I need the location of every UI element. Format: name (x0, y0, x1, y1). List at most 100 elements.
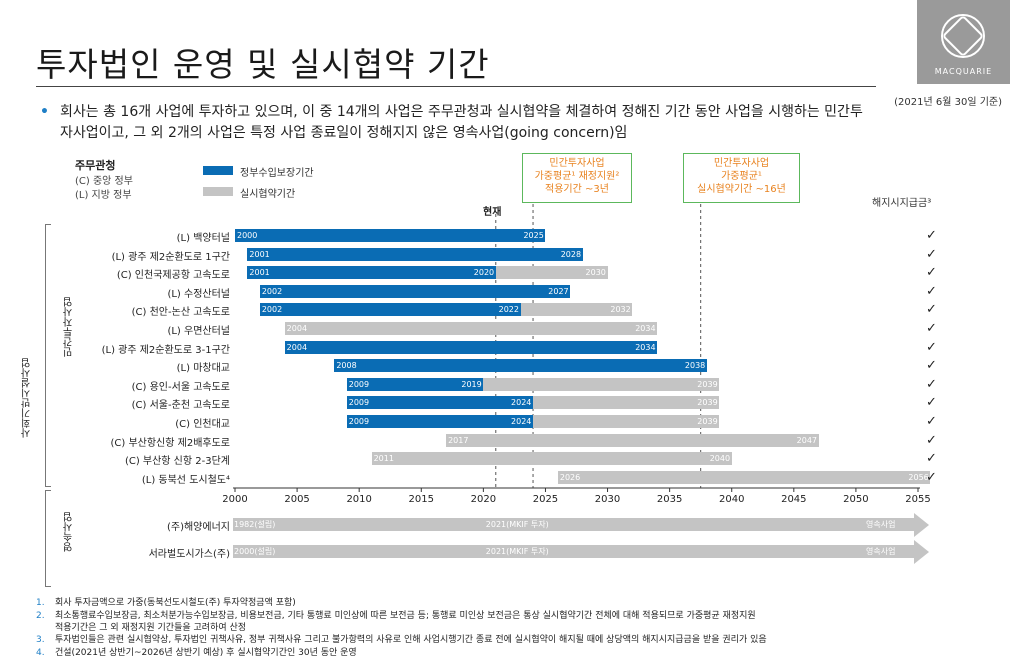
project-label: (L) 우면산터널 (167, 326, 230, 337)
bar-start-label: 2017 (448, 435, 469, 445)
concession-bar (284, 322, 658, 335)
x-axis-tick-label: 2050 (843, 494, 869, 505)
summary-bullet: • 회사는 총 16개 사업에 투자하고 있으며, 이 중 14개의 사업은 주… (40, 102, 870, 144)
check-icon: ✓ (926, 265, 937, 281)
legend-blue-label: 정부수입보장기간 (240, 168, 314, 179)
revenue-guarantee-bar (247, 266, 496, 280)
footnote-number: 3. (36, 635, 45, 645)
legend-grey-label: 실시협약기간 (240, 189, 296, 200)
footnote-continuation: 적용기간은 그 외 재정지원 기간들을 고려하여 산정 (55, 622, 247, 633)
footnote-text: 투자법인들은 관련 실시협약상, 투자법인 귀책사유, 정부 귀책사유 그리고 … (55, 635, 767, 645)
bar-end-label: 2025 (523, 231, 544, 240)
bar-start-label: 2004 (286, 342, 308, 352)
bar-end-label: 2056 (908, 472, 929, 482)
x-axis-tick-label: 2035 (656, 494, 683, 505)
revenue-guarantee-bar (259, 303, 521, 317)
revenue-guarantee-bar (346, 396, 534, 410)
project-label: (C) 부산항신항 제2배후도로 (110, 437, 230, 449)
concession-bar (533, 396, 720, 410)
arrow-head-icon (914, 539, 929, 564)
project-label: (L) 광주 제2순환도로 1구간 (111, 251, 230, 263)
going-end-label: 영속사업 (866, 547, 896, 556)
going-bracket-top (45, 490, 51, 491)
bar-start-label: 2026 (559, 472, 581, 482)
x-axis-tick-label: 2040 (718, 494, 745, 505)
project-label: (L) 광주 제2순환도로 3-1구간 (101, 344, 230, 356)
revenue-guarantee-bar (346, 377, 484, 391)
footnote: 3. 투자법인들은 관련 실시협약상, 투자법인 귀책사유, 정부 귀책사유 그리… (36, 634, 767, 646)
bar-end-label: 2039 (697, 379, 718, 389)
outer-bracket-bottom (45, 486, 51, 487)
bar-end-label: 2032 (610, 305, 631, 315)
x-axis-tick-label: 2000 (222, 494, 248, 505)
going-concern-arrow-bar (233, 545, 915, 558)
project-label: (C) 서울-춘천 고속도로 (131, 400, 230, 412)
check-icon: ✓ (926, 246, 937, 262)
concession-bar (446, 433, 819, 447)
page-title: 투자법인 운영 및 실시협약 기간 (36, 45, 490, 84)
bar-end-label: 2034 (635, 324, 656, 333)
check-icon: ✓ (926, 451, 937, 467)
bar-start-label: 2001 (249, 249, 270, 259)
going-start-label: 2000(설립) (234, 547, 276, 556)
bar-start-label: 2009 (348, 379, 370, 389)
bar-start-label: 2011 (373, 454, 394, 464)
concession-bar (495, 266, 608, 280)
footnote-text: 건설(2021년 상반기~2026년 상반기 예상) 후 실시협약기간인 30년… (55, 647, 357, 658)
logo-ring-icon (941, 14, 985, 58)
logo-text: MACQUARIE (934, 67, 993, 76)
legend-authority-title: 주무관청 (75, 159, 116, 172)
callout-concession-period: 민간투자사업 가중평균¹ 실시협약기간 ~16년 (683, 153, 800, 203)
x-axis-tick-label: 2045 (781, 494, 807, 505)
x-axis-tick-label: 2055 (905, 494, 931, 505)
bar-end-label: 2030 (585, 268, 606, 278)
footnote-number: 1. (36, 598, 45, 608)
going-concern-label: 서라벌도시가스(주) (148, 549, 230, 560)
going-start-label: 1982(설립) (234, 520, 276, 529)
going-mid-label: 2021(MKIF 투자) (485, 520, 549, 529)
bar-mid-label: 2020 (473, 268, 495, 278)
project-label: (C) 천안-논산 고속도로 (131, 307, 230, 319)
revenue-guarantee-bar (259, 284, 571, 298)
concession-bar (520, 303, 633, 317)
concession-bar (533, 415, 720, 428)
check-icon: ✓ (926, 228, 937, 243)
footnote-number: 2. (36, 610, 45, 621)
project-label: (L) 수정산터널 (167, 288, 230, 300)
callout-1-line2: 가중평균¹ 재정지원² (534, 171, 620, 182)
check-icon: ✓ (926, 376, 937, 392)
check-icon: ✓ (926, 432, 937, 448)
check-icon: ✓ (926, 395, 937, 411)
check-icon: ✓ (926, 339, 937, 355)
check-icon: ✓ (926, 302, 937, 318)
revenue-guarantee-bar (235, 229, 546, 242)
group-label-infrastructure: 사회기반시설사업 (22, 358, 33, 438)
x-axis-tick-label: 2025 (532, 494, 559, 505)
bar-end-label: 2034 (635, 342, 656, 352)
footnote-number: 4. (36, 647, 45, 658)
x-axis-tick-label: 2020 (470, 494, 497, 505)
bar-end-label: 2039 (697, 398, 718, 408)
project-label: (L) 마창대교 (176, 363, 230, 375)
bar-start-label: 2000 (237, 231, 258, 240)
callout-2-line1: 민간투자사업 (713, 158, 770, 169)
title-divider (36, 86, 876, 87)
check-icon: ✓ (926, 358, 937, 374)
check-icon: ✓ (926, 469, 937, 485)
concession-bar (557, 470, 931, 484)
as-of-date: (2021년 6월 30일 기준) (894, 97, 1002, 108)
going-bracket (45, 490, 46, 586)
project-label: (C) 부산항 신항 2-3단계 (124, 456, 230, 468)
bar-end-label: 2047 (796, 435, 817, 445)
project-label: (C) 용인-서울 고속도로 (131, 381, 230, 393)
revenue-guarantee-bar (346, 415, 534, 428)
outer-bracket-top (45, 224, 51, 225)
bar-end-label: 2028 (560, 249, 582, 259)
project-label: (C) 인천대교 (175, 419, 230, 430)
bar-start-label: 2004 (286, 324, 308, 333)
outer-bracket (45, 224, 46, 486)
revenue-guarantee-bar (247, 247, 583, 261)
arrow-head-icon (914, 512, 929, 537)
x-axis-tick-label: 2015 (408, 494, 434, 505)
revenue-guarantee-bar (334, 359, 707, 373)
